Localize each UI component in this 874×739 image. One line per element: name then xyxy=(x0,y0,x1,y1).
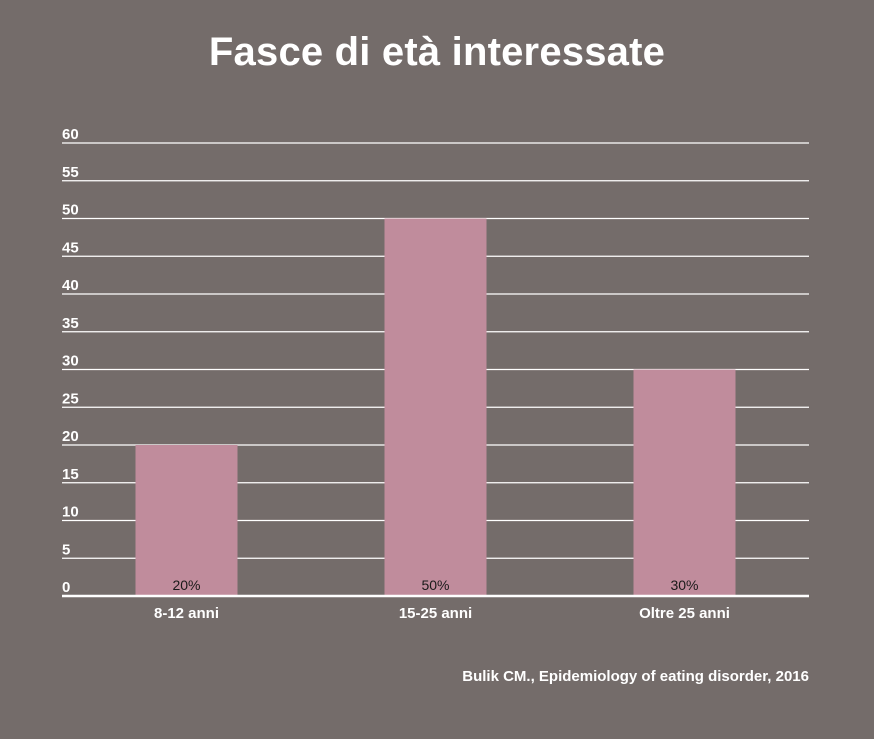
y-tick-label: 60 xyxy=(62,126,79,143)
data-label: 20% xyxy=(172,577,200,593)
y-tick-label: 0 xyxy=(62,579,70,596)
source-note: Bulik CM., Epidemiology of eating disord… xyxy=(462,668,809,685)
y-tick-label: 40 xyxy=(62,277,79,294)
data-labels: 20% 50% 30% xyxy=(172,577,698,593)
x-tick-label: 8-12 anni xyxy=(154,605,219,622)
x-axis-ticks: 8-12 anni 15-25 anni Oltre 25 anni xyxy=(154,605,730,622)
y-tick-label: 45 xyxy=(62,239,79,256)
y-tick-label: 20 xyxy=(62,428,79,445)
y-tick-label: 25 xyxy=(62,390,79,407)
y-tick-label: 5 xyxy=(62,541,70,558)
chart-title: Fasce di età interessate xyxy=(208,30,666,74)
bars xyxy=(135,218,736,596)
y-tick-label: 50 xyxy=(62,202,79,219)
bar xyxy=(384,218,487,596)
bar xyxy=(633,369,736,596)
y-tick-label: 55 xyxy=(62,164,79,181)
data-label: 50% xyxy=(421,577,449,593)
y-tick-label: 35 xyxy=(62,315,79,332)
x-tick-label: Oltre 25 anni xyxy=(639,605,730,622)
bar xyxy=(135,445,238,596)
y-tick-label: 30 xyxy=(62,353,79,370)
x-tick-label: 15-25 anni xyxy=(399,605,472,622)
data-label: 30% xyxy=(670,577,698,593)
y-tick-label: 10 xyxy=(62,504,79,521)
y-tick-label: 15 xyxy=(62,466,79,483)
y-axis-ticks: 0 5 10 15 20 25 30 35 40 45 50 55 60 xyxy=(62,126,79,596)
